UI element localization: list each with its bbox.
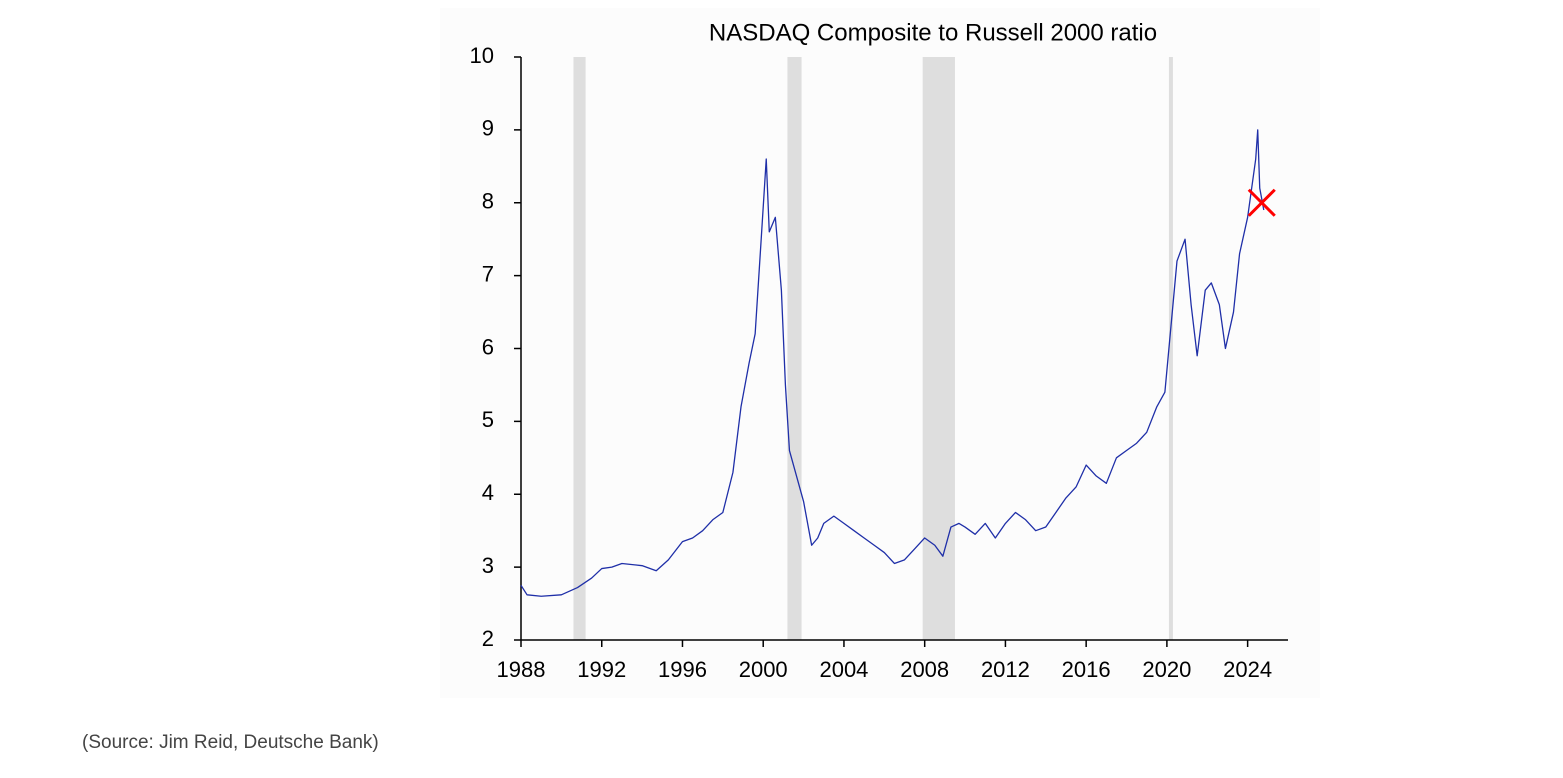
x-tick-label: 2008	[900, 657, 949, 682]
x-tick-label: 2000	[739, 657, 788, 682]
x-tick-label: 2012	[981, 657, 1030, 682]
x-tick-label: 2024	[1223, 657, 1272, 682]
plot-background	[440, 8, 1320, 698]
y-tick-label: 4	[482, 480, 494, 505]
y-tick-label: 6	[482, 334, 494, 359]
data-line	[520, 129, 1265, 597]
shaded-range	[573, 57, 586, 640]
shaded-range	[922, 57, 955, 640]
source-note: (Source: Jim Reid, Deutsche Bank)	[82, 732, 379, 753]
y-tick-label: 8	[482, 189, 494, 214]
shaded-range	[787, 57, 802, 640]
x-tick-label: 1992	[577, 657, 626, 682]
x-tick-label: 1996	[658, 657, 707, 682]
x-tick-label: 2020	[1142, 657, 1191, 682]
x-tick-label: 2016	[1062, 657, 1111, 682]
shaded-range	[1168, 57, 1173, 640]
y-tick-label: 3	[482, 553, 494, 578]
marker-cross	[1247, 188, 1276, 217]
x-tick-label: 2004	[819, 657, 868, 682]
x-tick-label: 1988	[497, 657, 546, 682]
y-tick-label: 10	[470, 43, 494, 68]
y-tick-label: 2	[482, 626, 494, 651]
y-tick-label: 9	[482, 116, 494, 141]
y-tick-label: 5	[482, 407, 494, 432]
chart-title: NASDAQ Composite to Russell 2000 ratio	[709, 19, 1157, 46]
y-tick-label: 7	[482, 261, 494, 286]
